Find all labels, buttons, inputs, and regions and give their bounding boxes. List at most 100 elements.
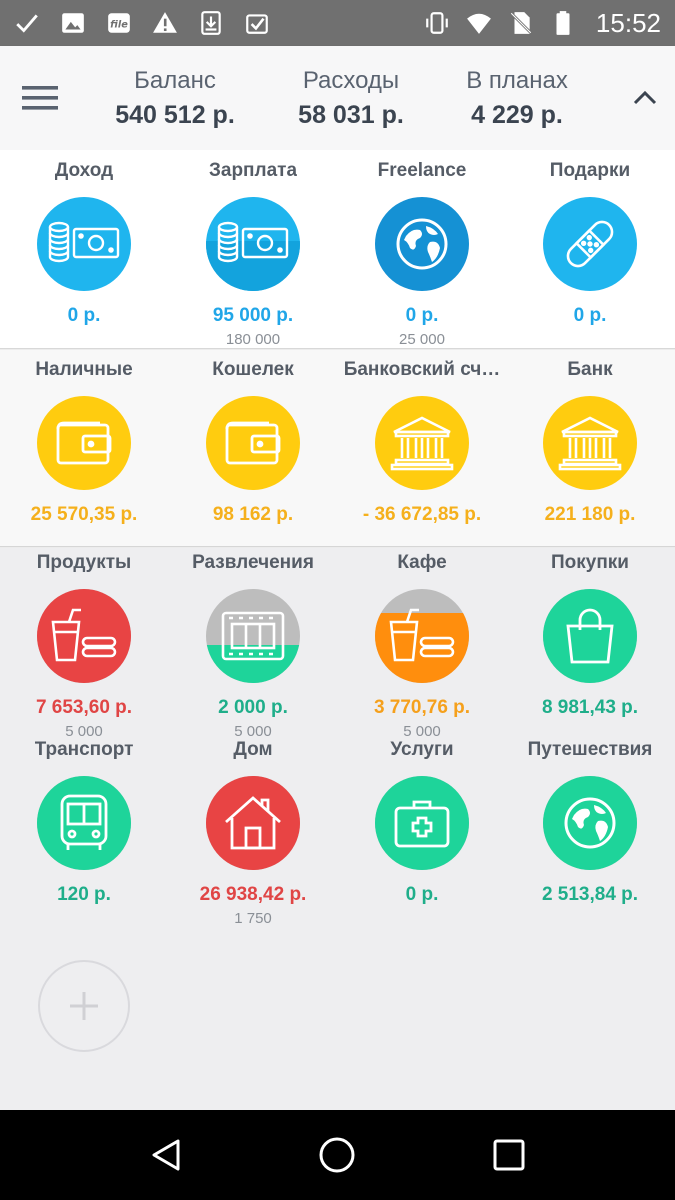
category-amount: 0 р. [405,305,439,326]
bus-icon [56,792,112,854]
category-name: Банк [567,359,613,380]
category-name: Подарки [549,160,631,181]
category-circle[interactable] [543,589,637,683]
category-circle[interactable] [37,197,131,291]
category-name: Дом [233,739,273,760]
recents-icon [493,1139,525,1171]
category-tile[interactable]: Банк 221 180 р. [506,358,674,527]
category-circle[interactable] [543,197,637,291]
category-name: Продукты [36,552,132,573]
category-amount: 26 938,42 р. [199,884,307,905]
planned-label: В планах [466,66,568,94]
category-amount: 0 р. [573,305,607,326]
category-circle[interactable] [206,197,300,291]
category-circle[interactable] [37,589,131,683]
category-tile[interactable]: Услуги 0 р. [338,738,506,907]
category-name: Freelance [377,160,467,181]
category-circle[interactable] [375,589,469,683]
category-name: Доход [54,160,114,181]
money-icon [216,217,290,271]
category-tile[interactable]: Продукты 7 653,60 р. 5 000 [0,551,168,740]
category-amount: 0 р. [405,884,439,905]
planned-value: 4 229 р. [471,100,563,129]
check-icon [14,10,40,36]
category-amount: 8 981,43 р. [541,697,639,718]
download-icon [198,10,224,36]
film-icon [220,610,286,662]
category-tile[interactable]: Транспорт 120 р. [0,738,168,907]
progress-fill [206,241,300,291]
back-button[interactable] [136,1125,196,1185]
category-circle[interactable] [37,396,131,490]
home-button[interactable] [307,1125,367,1185]
category-name: Наличные [35,359,133,380]
category-amount: 95 000 р. [212,305,294,326]
clock: 15:52 [595,7,661,38]
category-circle[interactable] [375,396,469,490]
category-plan: 180 000 [225,331,281,348]
category-circle[interactable] [37,776,131,870]
category-tile[interactable]: Покупки 8 981,43 р. [506,551,674,720]
category-amount: 25 570,35 р. [30,504,138,525]
category-tile[interactable]: Банковский сч… - 36 672,85 р. [338,358,506,527]
warning-icon [152,10,178,36]
planned-stat[interactable]: В планах 4 229 р. [452,67,582,130]
shopping-bag-icon [560,606,620,666]
category-tile[interactable]: Подарки 0 р. [506,159,674,328]
category-circle[interactable] [206,396,300,490]
file-icon: file [106,10,132,36]
category-amount: - 36 672,85 р. [362,504,482,525]
category-name: Кошелек [212,359,294,380]
clipboard-check-icon [244,10,270,36]
globe-icon [560,793,620,853]
category-amount: 7 653,60 р. [35,697,133,718]
category-name: Зарплата [208,160,298,181]
chevron-up-icon [633,90,657,105]
category-tile[interactable]: Кафе 3 770,76 р. 5 000 [338,551,506,740]
category-amount: 98 162 р. [212,504,294,525]
plus-icon [70,992,98,1020]
vibrate-icon [424,10,450,36]
medkit-icon [392,796,452,850]
category-tile[interactable]: Наличные 25 570,35 р. [0,358,168,527]
recents-button[interactable] [479,1125,539,1185]
category-tile[interactable]: Развлечения 2 000 р. 5 000 [169,551,337,740]
accounts-section: Наличные 25 570,35 р. Кошелек 98 162 р. Банк… [0,350,675,547]
category-circle[interactable] [375,197,469,291]
expenses-stat[interactable]: Расходы 58 031 р. [286,67,416,130]
wallet-icon [55,419,113,467]
bank-icon [390,414,454,472]
category-tile[interactable]: Зарплата 95 000 р. 180 000 [169,159,337,348]
add-category-button[interactable] [38,960,130,1052]
category-plan: 5 000 [403,723,441,740]
category-circle[interactable] [543,776,637,870]
house-icon [222,794,284,852]
category-tile[interactable]: Дом 26 938,42 р. 1 750 [169,738,337,927]
progress-fill [206,645,300,683]
category-name: Транспорт [34,739,134,760]
category-tile[interactable]: Доход 0 р. [0,159,168,328]
battery-icon [550,10,576,36]
progress-fill [37,589,131,683]
menu-button[interactable] [0,46,80,150]
summary-header: Баланс 540 512 р. Расходы 58 031 р. В пл… [0,46,675,150]
category-circle[interactable] [206,589,300,683]
category-tile[interactable]: Freelance 0 р. 25 000 [338,159,506,348]
progress-fill [543,776,637,870]
category-circle[interactable] [375,776,469,870]
category-circle[interactable] [543,396,637,490]
image-icon [60,10,86,36]
money-icon [47,217,121,271]
category-circle[interactable] [206,776,300,870]
category-tile[interactable]: Путешествия 2 513,84 р. [506,738,674,907]
category-amount: 0 р. [67,305,101,326]
category-tile[interactable]: Кошелек 98 162 р. [169,358,337,527]
navigation-bar [0,1110,675,1200]
food-icon [49,608,119,664]
collapse-button[interactable] [615,46,675,150]
status-bar: file 15:52 [0,0,675,46]
balance-stat[interactable]: Баланс 540 512 р. [110,67,240,130]
bandage-icon [559,213,621,275]
category-amount: 3 770,76 р. [373,697,471,718]
food-icon [387,608,457,664]
